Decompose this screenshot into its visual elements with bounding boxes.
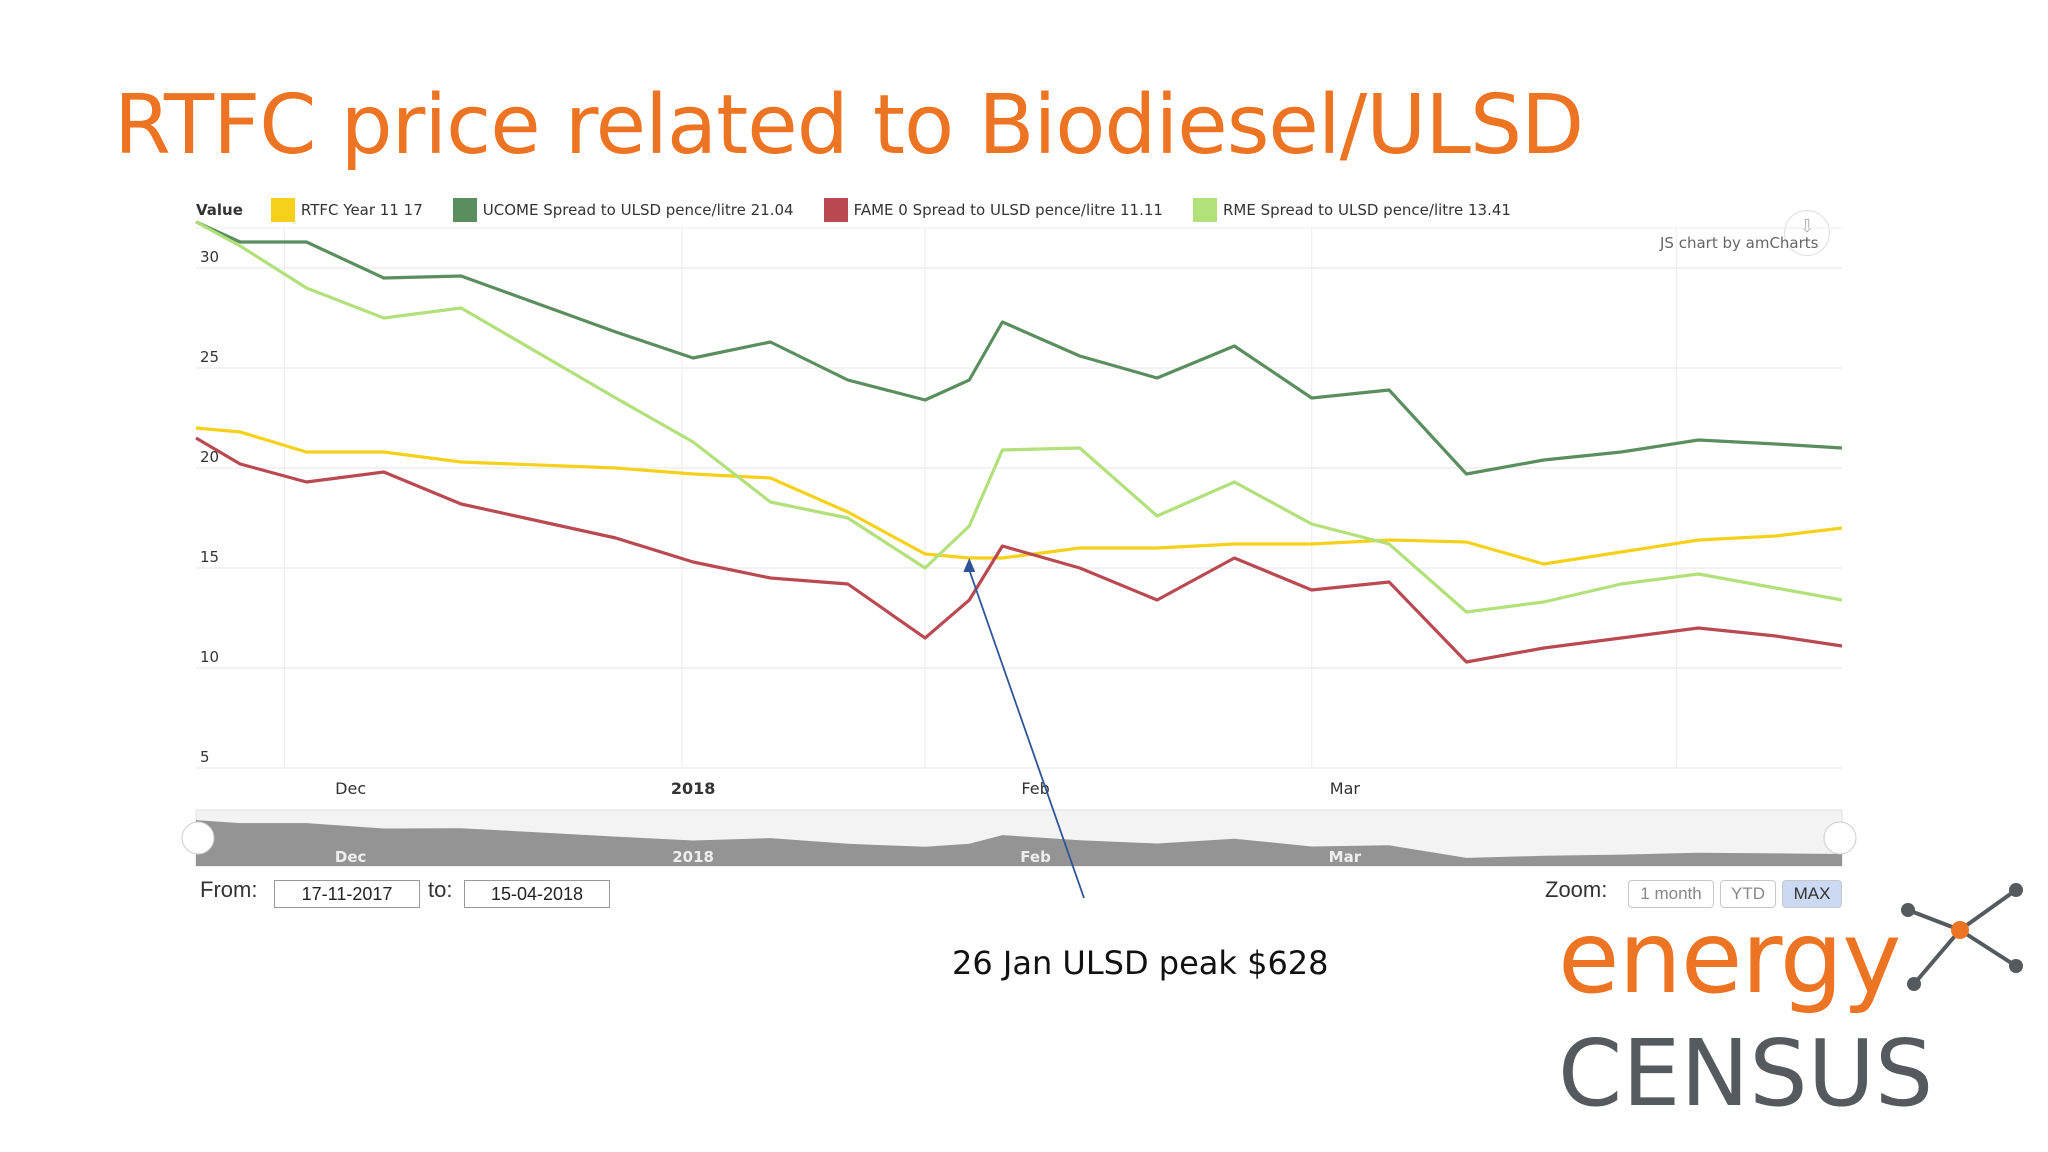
logo-energy-text: energy <box>1558 899 1901 1016</box>
scrollbar-right-grip <box>1823 821 1857 855</box>
y-tick-label: 5 <box>200 748 210 766</box>
y-tick-label: 15 <box>200 548 219 566</box>
amcharts-credit-link[interactable]: JS chart by amCharts <box>1660 234 1819 252</box>
legend-label-rme: RME Spread to ULSD pence/litre 13.41 <box>1222 201 1511 219</box>
legend-swatch-rtfc <box>270 198 295 222</box>
scrollbar-tick-label: Mar <box>1329 848 1362 866</box>
legend-label-fame: FAME 0 Spread to ULSD pence/litre 11.11 <box>853 201 1163 219</box>
logo-census-text: CENSUS <box>1558 1020 1934 1127</box>
scrollbar-tick-label: Dec <box>335 848 367 866</box>
to-date-input[interactable] <box>464 880 610 908</box>
y-tick-label: 10 <box>200 648 219 666</box>
legend-swatch-fame <box>823 198 848 222</box>
slide-title: RTFC price related to Biodiesel/ULSD <box>114 78 1584 173</box>
annotation-arrow-head <box>963 558 976 572</box>
zoom-ytd-button[interactable]: YTD <box>1720 880 1776 908</box>
chart-legend: Value RTFC Year 11 17 UCOME Spread to UL… <box>196 198 1541 222</box>
zoom-1-month-button[interactable]: 1 month <box>1628 880 1714 908</box>
zoom-label: Zoom: <box>1545 877 1608 902</box>
x-tick-label: 2018 <box>671 779 716 798</box>
x-tick-label: Feb <box>1021 779 1049 798</box>
ulsd-peak-annotation: 26 Jan ULSD peak $628 <box>952 944 1329 982</box>
series-line-3 <box>195 220 1843 614</box>
legend-item-rtfc[interactable]: RTFC Year 11 17 <box>270 198 423 222</box>
x-tick-label: Mar <box>1330 779 1361 798</box>
legend-item-fame[interactable]: FAME 0 Spread to ULSD pence/litre 11.11 <box>823 198 1163 222</box>
legend-value-label: Value <box>196 201 243 219</box>
y-tick-label: 20 <box>200 448 219 466</box>
export-download-icon[interactable]: ⇩ <box>1784 210 1830 256</box>
legend-label-rtfc: RTFC Year 11 17 <box>300 201 423 219</box>
legend-label-ucome: UCOME Spread to ULSD pence/litre 21.04 <box>482 201 794 219</box>
scrollbar-left-grip <box>181 821 215 855</box>
logo-network-icon <box>1901 883 2023 991</box>
from-date-input[interactable] <box>274 880 420 908</box>
annotation-arrow-line <box>968 569 1085 899</box>
scrollbar-tick-label: 2018 <box>672 848 714 866</box>
y-tick-label: 30 <box>200 248 219 266</box>
legend-item-rme[interactable]: RME Spread to ULSD pence/litre 13.41 <box>1192 198 1511 222</box>
legend-swatch-rme <box>1192 198 1217 222</box>
scrollbar-preview-area <box>196 820 1842 866</box>
zoom-max-button[interactable]: MAX <box>1782 880 1842 908</box>
y-tick-label: 25 <box>200 348 219 366</box>
legend-item-ucome[interactable]: UCOME Spread to ULSD pence/litre 21.04 <box>452 198 794 222</box>
x-tick-label: Dec <box>335 779 366 798</box>
series-line-1 <box>195 220 1843 476</box>
line-chart: 5 10 15 20 25 30 Dec 2018 Feb Mar Dec 2018 Feb Mar <box>181 220 1857 899</box>
series-line-2 <box>195 436 1843 664</box>
series-line-0 <box>195 426 1843 566</box>
scrollbar-tick-label: Feb <box>1020 848 1051 866</box>
to-label: to: <box>428 877 453 902</box>
from-label: From: <box>200 877 258 902</box>
legend-swatch-ucome <box>452 198 477 222</box>
